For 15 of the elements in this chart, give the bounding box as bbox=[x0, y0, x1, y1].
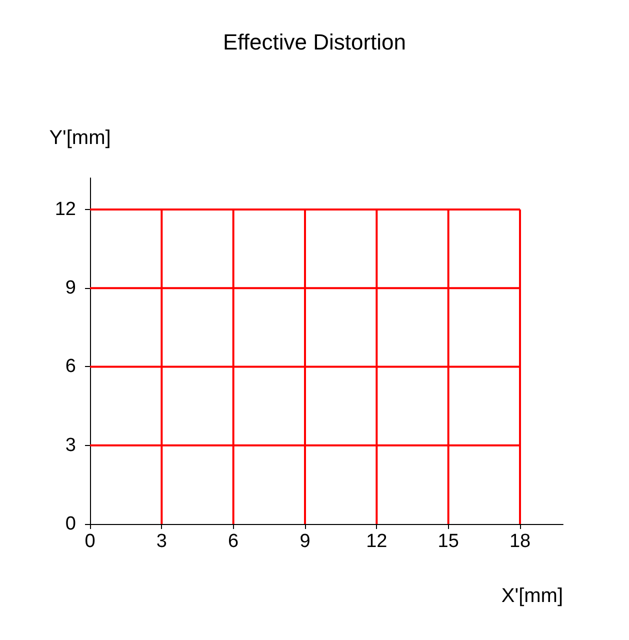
x-axis-title: X'[mm] bbox=[501, 585, 563, 607]
x-tick-label: 9 bbox=[300, 531, 310, 552]
x-tick-label: 15 bbox=[438, 531, 459, 552]
y-tick-label: 6 bbox=[65, 356, 76, 378]
y-tick-label: 3 bbox=[65, 434, 76, 456]
x-tick-label: 18 bbox=[509, 531, 531, 552]
x-tick-label: 0 bbox=[84, 531, 96, 552]
x-tick-label: 12 bbox=[366, 531, 388, 552]
y-tick-label: 9 bbox=[65, 278, 76, 299]
y-tick-label: 0 bbox=[65, 514, 76, 534]
chart-title: Effective Distortion bbox=[222, 30, 406, 54]
x-tick-label: 6 bbox=[228, 531, 239, 552]
x-tick-label: 3 bbox=[156, 531, 167, 552]
y-axis-title: Y'[mm] bbox=[49, 127, 111, 149]
y-tick-label: 12 bbox=[54, 198, 76, 220]
